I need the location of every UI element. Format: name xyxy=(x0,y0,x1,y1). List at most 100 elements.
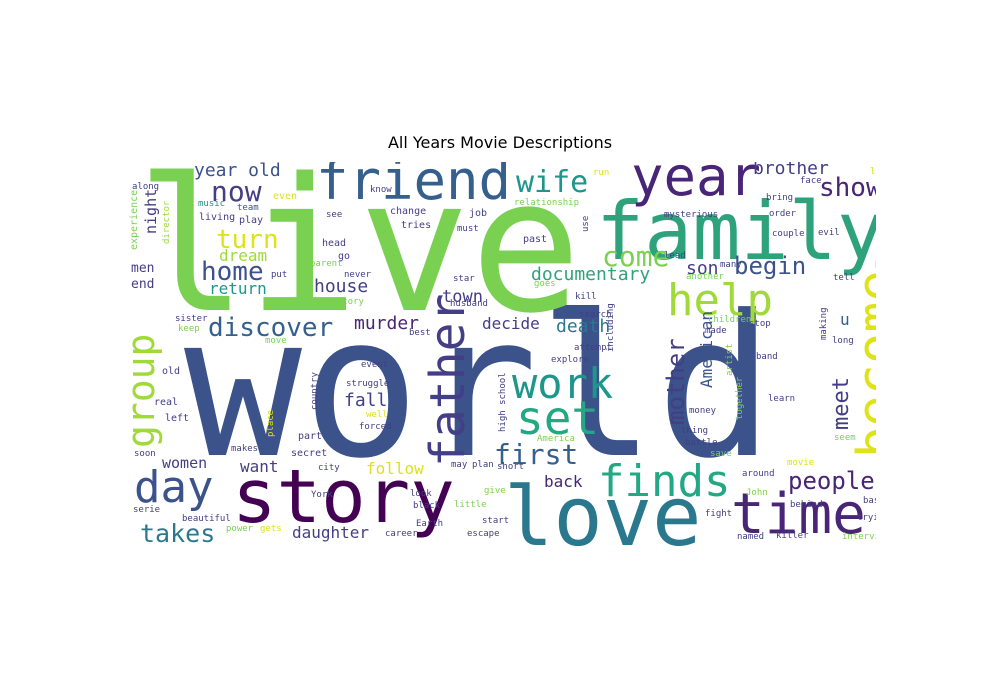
word-night: night xyxy=(142,189,160,234)
word-money: money xyxy=(689,406,717,416)
word-women: women xyxy=(162,454,207,472)
word-explore: explore xyxy=(551,355,589,365)
word-wife: wife xyxy=(516,165,588,200)
word-death: death xyxy=(556,316,610,337)
word-job: job xyxy=(469,208,487,219)
word-relationship: relationship xyxy=(514,198,579,208)
word-couple: couple xyxy=(772,229,805,239)
word-home: home xyxy=(201,257,264,287)
word-meet: meet xyxy=(829,377,854,430)
word-country: country xyxy=(310,371,320,410)
word-best: best xyxy=(409,328,431,338)
word-husband: husband xyxy=(450,299,488,309)
figure-title: All Years Movie Descriptions xyxy=(387,133,613,152)
word-thing: thing xyxy=(681,426,708,436)
word-forced: forced xyxy=(359,422,392,432)
word-come: come xyxy=(602,240,669,273)
word-living: living xyxy=(199,212,235,223)
word-move: move xyxy=(265,336,287,346)
word-decide: decide xyxy=(482,314,540,333)
word-sister: sister xyxy=(175,314,208,324)
word-story: story xyxy=(232,454,455,540)
word-mother: mother xyxy=(662,338,690,425)
word-use: use xyxy=(581,216,591,232)
word-artist: artist xyxy=(725,343,735,376)
word-plan: plan xyxy=(472,460,494,470)
word-head: head xyxy=(322,238,346,249)
word-york: York xyxy=(311,490,333,500)
word-part: part xyxy=(298,431,322,442)
word-bring: bring xyxy=(766,193,793,203)
word-based: based xyxy=(863,496,876,506)
word-including: including xyxy=(606,303,616,352)
word-discover: discover xyxy=(208,313,333,343)
word-fight: fight xyxy=(705,509,732,519)
word-old: old xyxy=(162,366,180,377)
word-named: named xyxy=(737,532,764,542)
word-go: go xyxy=(338,251,350,262)
word-event: event xyxy=(361,360,388,370)
word-learn: learn xyxy=(768,394,795,404)
word-must: must xyxy=(457,224,479,234)
word-people: people xyxy=(788,467,875,495)
word-begin: begin xyxy=(734,252,806,280)
word-behind: behind xyxy=(790,500,823,510)
word-first: first xyxy=(494,438,578,471)
word-time: time xyxy=(731,482,866,547)
word-men: men xyxy=(131,261,154,276)
word-documentary: documentary xyxy=(531,264,650,285)
word-director: director xyxy=(162,200,172,244)
word-start: start xyxy=(482,516,509,526)
word-trying: trying xyxy=(857,513,876,523)
word-makes: makes xyxy=(231,444,258,454)
word-team: team xyxy=(237,203,259,213)
word-gets: gets xyxy=(260,524,282,534)
word-city: city xyxy=(318,463,340,473)
word-show: show xyxy=(819,173,876,203)
word-soon: soon xyxy=(134,449,156,459)
word-evil: evil xyxy=(818,228,840,238)
word-year: year xyxy=(631,162,761,208)
word-short: short xyxy=(497,462,524,472)
word-attempt: attempt xyxy=(574,343,612,353)
word-want: want xyxy=(240,457,279,476)
word-high-school: high school xyxy=(498,372,508,432)
word-goes: goes xyxy=(534,279,556,289)
word-experience: experience xyxy=(129,190,140,250)
word-american: American xyxy=(697,311,716,388)
word-end: end xyxy=(131,277,154,292)
word-save: save xyxy=(710,449,732,459)
word-stop: stop xyxy=(749,319,771,329)
word-star: star xyxy=(453,274,475,284)
word-father: father xyxy=(420,294,476,467)
word-play: play xyxy=(239,215,263,226)
word-help: help xyxy=(667,275,773,326)
word-many: many xyxy=(720,260,742,270)
word-movie: movie xyxy=(787,458,814,468)
word-place: place xyxy=(266,410,276,437)
word-children: children xyxy=(708,315,751,325)
word-order: order xyxy=(769,209,797,219)
word-follow: follow xyxy=(366,459,424,478)
word-brother: brother xyxy=(753,162,829,179)
word-making: making xyxy=(819,307,829,340)
word-interview: interview xyxy=(842,532,876,542)
word-day: day xyxy=(134,462,213,513)
word-serie: serie xyxy=(133,505,160,515)
word-year-old: year old xyxy=(194,162,281,181)
word-beautiful: beautiful xyxy=(182,514,231,524)
word-battle: battle xyxy=(685,438,718,448)
word-family: family xyxy=(596,185,876,278)
word-made: made xyxy=(705,326,727,336)
word-kill: kill xyxy=(575,292,597,302)
word-work: work xyxy=(512,359,613,408)
word-around: around xyxy=(742,469,775,479)
word-never: never xyxy=(344,270,372,280)
word-turn: turn xyxy=(216,225,279,255)
word-son: son xyxy=(686,258,719,279)
word-run: run xyxy=(593,168,609,178)
word-give: give xyxy=(484,486,506,496)
word-black: black xyxy=(413,501,441,511)
word-another: another xyxy=(686,272,725,282)
